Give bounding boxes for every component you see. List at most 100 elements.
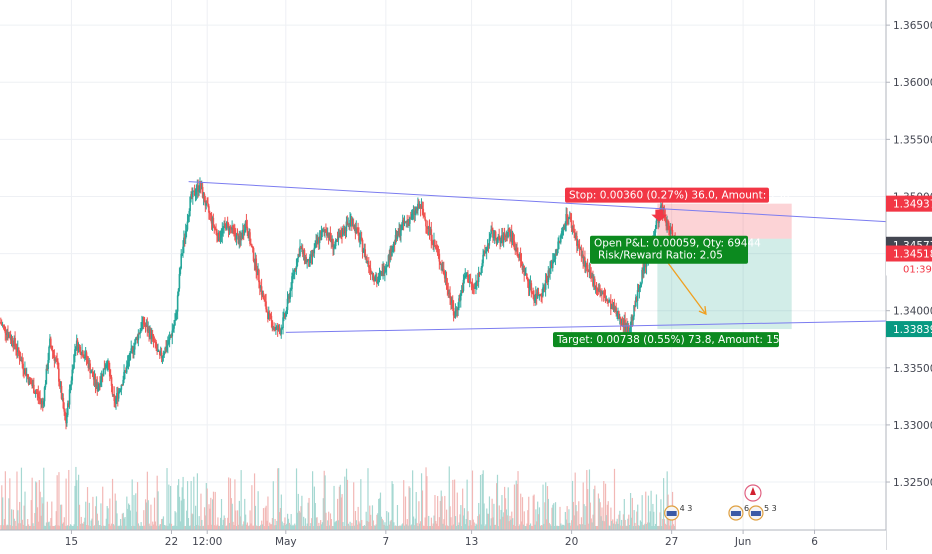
time-axis-bg — [0, 530, 886, 550]
volume-bar — [109, 498, 111, 530]
volume-bar — [73, 524, 75, 530]
candle-body — [540, 294, 542, 296]
volume-bar — [401, 524, 403, 530]
candle-body — [574, 232, 576, 238]
volume-bar — [537, 501, 539, 530]
volume-bar — [662, 518, 664, 530]
price-axis[interactable]: 1.365001.360001.355001.350001.345001.340… — [885, 0, 932, 550]
candle-body — [269, 313, 272, 316]
candle-body — [167, 339, 170, 345]
candle-body — [615, 307, 617, 315]
countdown-bg — [886, 261, 932, 276]
volume-bar — [647, 495, 650, 530]
volume-bar — [236, 510, 239, 530]
volume-bar — [50, 518, 52, 530]
volume-bar — [78, 504, 81, 530]
candle-body — [75, 340, 78, 347]
volume-bar — [19, 523, 22, 530]
candle-body — [7, 333, 9, 338]
volume-bar — [29, 525, 31, 530]
volume-bar — [283, 523, 285, 530]
volume-bar — [580, 517, 583, 530]
volume-bar — [517, 471, 519, 530]
short-position-tool[interactable] — [657, 203, 792, 330]
volume-bar — [569, 522, 571, 530]
candle-body — [12, 343, 15, 347]
candle-body — [342, 227, 344, 236]
volume-bar — [645, 491, 647, 530]
candle-body — [502, 233, 505, 243]
volume-bar — [16, 471, 18, 530]
volume-bar — [454, 516, 457, 530]
candle-body — [194, 194, 197, 196]
candle-body — [229, 226, 232, 228]
candle-body — [526, 278, 529, 282]
volume-bar — [365, 511, 367, 530]
candle-body — [208, 206, 210, 213]
candle-body — [461, 290, 464, 292]
candle-body — [201, 186, 204, 198]
candle-body — [137, 333, 140, 341]
volume-bar — [358, 521, 360, 530]
volume-bar — [24, 491, 26, 530]
volume-bar — [309, 525, 311, 530]
volume-bar — [620, 525, 622, 530]
candle-body — [60, 385, 63, 399]
candle-body — [164, 347, 166, 354]
volume-bar — [297, 493, 299, 530]
trendline-lower[interactable] — [285, 320, 887, 333]
candle-body — [624, 319, 626, 331]
candle-body — [368, 267, 371, 269]
volume-bar — [67, 525, 69, 530]
candle-body — [260, 286, 263, 295]
candle-body — [599, 288, 601, 294]
volume-bar — [518, 525, 520, 530]
trendline-upper[interactable] — [188, 181, 887, 223]
volume-bar — [498, 505, 500, 530]
volume-bar — [584, 524, 586, 530]
candle-body — [228, 226, 231, 232]
volume-bar — [112, 524, 115, 530]
volume-bar — [133, 495, 135, 530]
volume-bar — [604, 521, 606, 530]
candle-body — [312, 251, 315, 254]
volume-bar — [165, 525, 167, 530]
volume-bar — [251, 485, 253, 530]
volume-bar — [646, 522, 649, 530]
volume-bar — [89, 525, 91, 530]
candle-body — [30, 381, 32, 385]
candle-body — [153, 340, 156, 342]
current-price-label: 1.34518 — [893, 249, 932, 261]
candle-body — [9, 337, 12, 341]
volume-bar — [497, 525, 499, 530]
volume-bar — [190, 481, 192, 530]
candle-body — [277, 327, 280, 331]
volume-bar — [586, 470, 588, 530]
candle-body — [303, 249, 306, 261]
candle-body — [294, 268, 297, 270]
candle-body — [0, 323, 3, 326]
volume-bar — [600, 516, 602, 530]
price-tick-label: 1.35500 — [893, 134, 932, 146]
volume-bar — [457, 524, 459, 530]
volume-bar — [652, 503, 654, 530]
candle-body — [133, 343, 136, 350]
candle-body — [311, 251, 314, 257]
volume-bar — [59, 525, 61, 530]
volume-bar — [253, 473, 256, 530]
trendlines[interactable] — [188, 181, 887, 333]
candle-body — [417, 203, 420, 208]
volume-bar — [533, 494, 535, 530]
candle-body — [331, 239, 333, 243]
candle-body — [248, 232, 250, 239]
candle-body — [471, 282, 474, 287]
volume-bar — [329, 513, 332, 530]
volume-bar — [362, 525, 364, 530]
volume-bar — [392, 483, 394, 530]
candle-body — [605, 299, 608, 302]
candle-body — [608, 301, 610, 303]
time-axis[interactable]: 15 22 12:00 May 7 13 20 27 Jun 6 — [0, 529, 886, 550]
